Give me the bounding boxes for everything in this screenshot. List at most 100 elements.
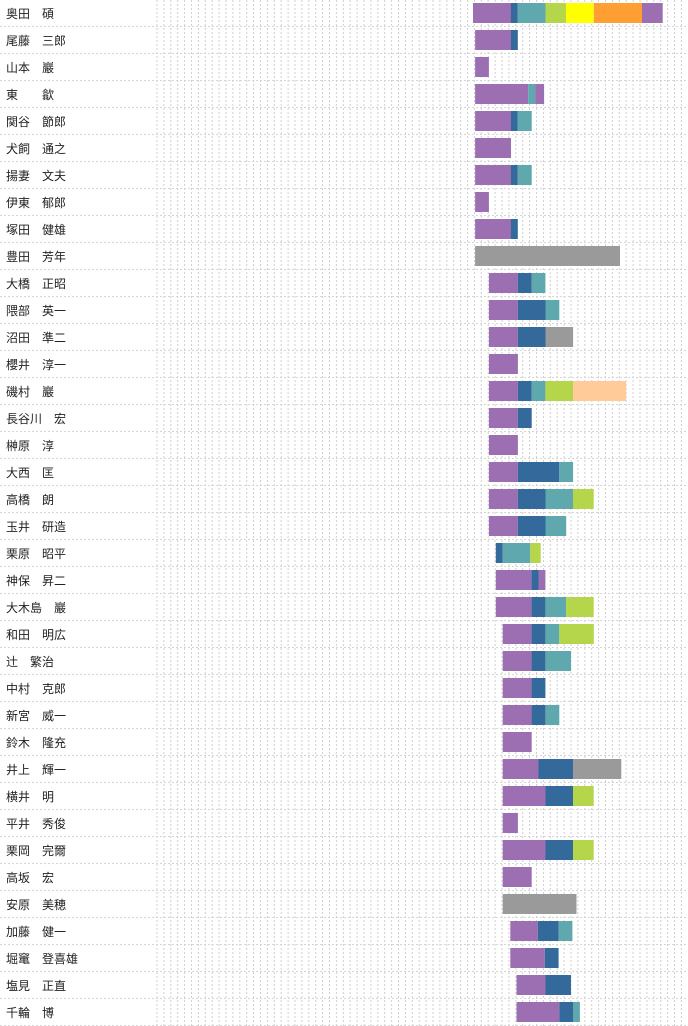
bar-segment-lime: [566, 597, 594, 617]
bar-segment-purple: [488, 300, 518, 320]
row-name: 加藤 健一: [6, 925, 66, 939]
bar-segment-purple: [502, 813, 518, 833]
bar-row: [502, 840, 594, 860]
bar-segment-teal: [517, 165, 532, 185]
bar-segment-purple: [502, 759, 539, 779]
bar-segment-purple: [488, 327, 518, 347]
bar-segment-purple: [535, 84, 545, 104]
bar-segment-teal: [558, 921, 573, 941]
bar-segment-purple: [488, 489, 518, 509]
row-name: 磯村 巖: [6, 385, 54, 399]
bar-row: [488, 381, 627, 401]
bar-segment-purple: [502, 651, 532, 671]
bar-segment-yellow: [566, 3, 594, 23]
bar-segment-purple: [475, 165, 511, 185]
row-name: 和田 明広: [6, 628, 66, 642]
bar-segment-purple: [473, 3, 511, 23]
bar-segment-lime: [573, 786, 594, 806]
bar-segment-purple: [502, 678, 532, 698]
bar-segment-blue: [545, 786, 574, 806]
row-name: 高橋 朗: [6, 492, 54, 507]
bar-segment-gray: [475, 246, 620, 266]
row-name: 関谷 節郎: [6, 114, 66, 129]
bar-row: [502, 813, 518, 833]
row-name: 大西 匡: [6, 466, 54, 480]
bar-segment-blue: [495, 543, 503, 563]
row-name: 栗原 昭平: [6, 547, 66, 561]
bar-row: [488, 516, 567, 536]
row-name: 尾藤 三郎: [6, 34, 66, 48]
bar-segment-teal: [545, 300, 560, 320]
bar-segment-purple: [642, 3, 663, 23]
bar-segment-teal: [517, 3, 546, 23]
row-name: 玉井 研造: [6, 520, 66, 534]
bar-segment-teal: [545, 597, 567, 617]
bar-row: [488, 462, 574, 482]
bar-segment-purple: [488, 408, 518, 428]
bar-segment-purple: [495, 597, 532, 617]
bar-segment-purple: [502, 867, 532, 887]
bar-segment-orange: [593, 3, 643, 23]
row-name: 奥田 碩: [6, 7, 54, 21]
bar-segment-purple: [488, 516, 518, 536]
bar-segment-teal: [573, 1002, 580, 1022]
bar-row: [488, 408, 532, 428]
bar-segment-teal: [545, 705, 560, 725]
bar-segment-purple: [510, 948, 545, 968]
row-name: 中村 克郎: [6, 681, 66, 696]
bar-segment-blue: [517, 300, 546, 320]
bar-segment-blue: [517, 327, 546, 347]
bar-segment-teal: [559, 462, 574, 482]
bar-segment-purple: [516, 1002, 560, 1022]
bar-row: [488, 327, 574, 347]
bar-segment-blue: [517, 462, 560, 482]
bar-row: [495, 543, 541, 563]
row-name: 塚田 健雄: [6, 222, 66, 237]
bar-row: [475, 111, 532, 131]
bar-row: [502, 624, 594, 644]
bar-segment-blue: [531, 597, 546, 617]
row-name: 堀竃 登喜雄: [6, 951, 78, 966]
bar-segment-lime: [573, 489, 594, 509]
bar-row: [488, 273, 546, 293]
bar-row: [475, 219, 518, 239]
row-name: 山本 巖: [6, 61, 54, 75]
bar-segment-teal: [528, 84, 536, 104]
bar-segment-lime: [559, 624, 594, 644]
bar-segment-purple: [502, 705, 532, 725]
bars: [473, 3, 663, 1022]
row-name: 新宮 威一: [6, 708, 66, 723]
bar-row: [502, 651, 571, 671]
bar-segment-gray: [573, 759, 622, 779]
bar-segment-teal: [517, 111, 532, 131]
bar-segment-blue: [544, 948, 559, 968]
bar-segment-blue: [517, 489, 546, 509]
row-name: 辻 繁治: [6, 654, 54, 669]
bar-segment-blue: [517, 408, 532, 428]
bar-segment-blue: [517, 273, 532, 293]
bar-segment-purple: [510, 921, 538, 941]
bar-segment-blue: [510, 30, 518, 50]
bar-row: [475, 165, 532, 185]
bar-segment-blue: [545, 975, 571, 995]
bar-segment-teal: [545, 651, 571, 671]
row-name: 平井 秀俊: [6, 816, 66, 831]
bar-row: [495, 570, 546, 590]
bar-segment-blue: [531, 705, 546, 725]
row-name: 千輪 博: [6, 1005, 54, 1020]
bar-segment-purple: [538, 570, 546, 590]
bar-segment-purple: [488, 435, 518, 455]
bar-row: [488, 435, 518, 455]
bar-segment-teal: [545, 516, 567, 536]
bar-segment-blue: [517, 516, 546, 536]
bar-segment-blue: [537, 921, 559, 941]
bar-segment-purple: [488, 381, 518, 401]
bar-segment-blue: [510, 3, 518, 23]
bar-segment-purple: [475, 30, 511, 50]
bar-segment-teal: [531, 381, 546, 401]
bar-segment-purple: [475, 84, 529, 104]
bar-row: [475, 57, 489, 77]
row-name: 榊原 淳: [6, 438, 54, 453]
bar-segment-blue: [517, 381, 532, 401]
